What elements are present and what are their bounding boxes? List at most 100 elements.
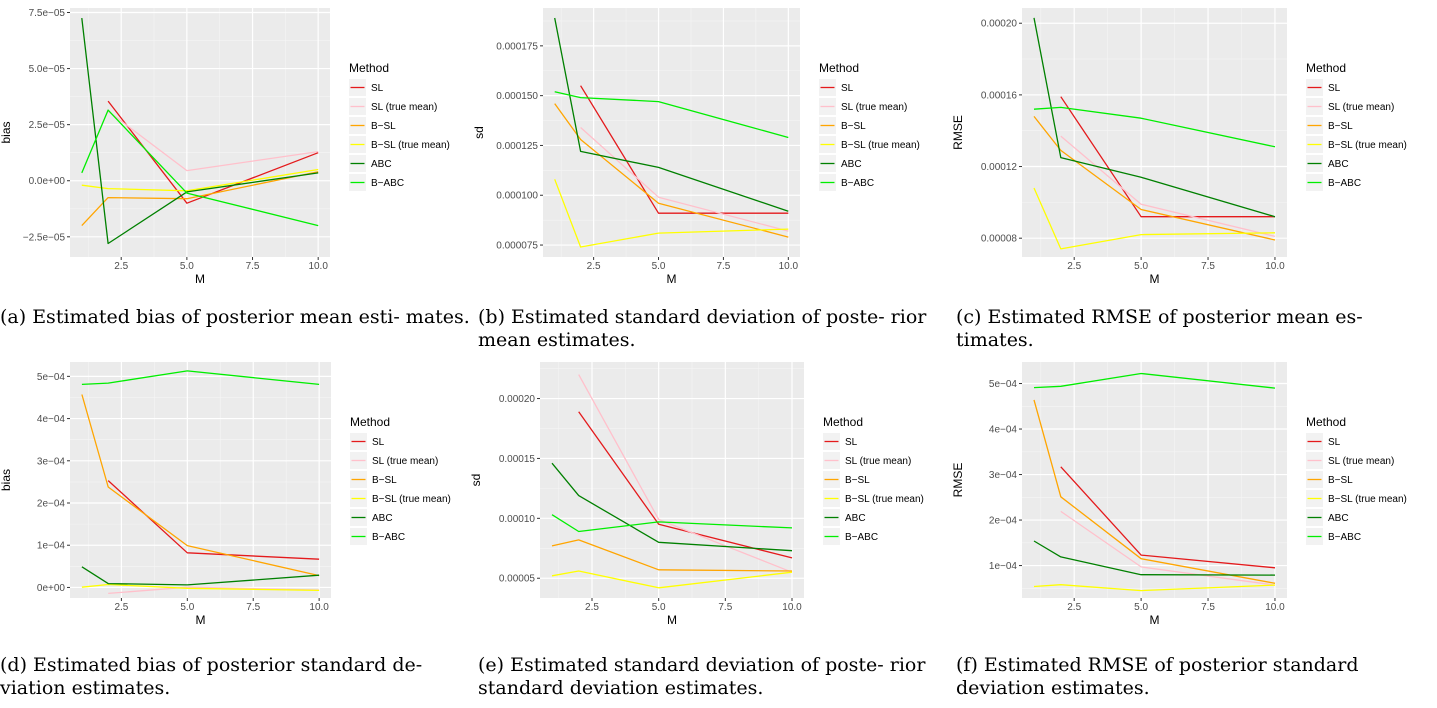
x-tick-label: 2.5 — [587, 261, 601, 272]
x-tick-label: 5.0 — [1134, 602, 1148, 613]
x-axis-title: M — [667, 613, 677, 627]
y-tick-label: 5e−04 — [37, 372, 66, 383]
series-line-4 — [1033, 584, 1276, 592]
series-line-3 — [1033, 399, 1276, 584]
y-axis-title: sd — [472, 126, 486, 139]
panel-e: 2.5 5.0 7.5 10.0 0.00005 0.00010 0.00015 0.0002… — [469, 354, 948, 708]
series-line-4 — [551, 570, 793, 589]
y-tick-label: 0.0e+00 — [29, 176, 66, 187]
series-line-3 — [551, 539, 793, 572]
x-axis-title: M — [1150, 613, 1160, 627]
legend-label: SL (true mean) — [1328, 102, 1394, 113]
legend-label: B−SL (true mean) — [1328, 494, 1407, 505]
y-tick-label: 0.000175 — [496, 41, 538, 52]
legend-label: SL (true mean) — [845, 456, 911, 467]
x-tick-label: 10.0 — [1265, 261, 1285, 272]
legend-label: B−SL (true mean) — [372, 494, 451, 505]
legend-label: B−SL — [371, 121, 396, 132]
legend-label: B−ABC — [845, 532, 878, 543]
y-tick-label: 0.00010 — [499, 514, 536, 525]
y-axis-title: bias — [0, 121, 13, 143]
legend-label: ABC — [372, 513, 393, 524]
x-axis-title: M — [1150, 272, 1160, 286]
y-tick-label: −2.5e−05 — [23, 232, 66, 243]
chart-e-svg: 2.5 5.0 7.5 10.0 0.00005 0.00010 0.00015 0.0002… — [469, 362, 924, 627]
y-tick-label: 0e+00 — [37, 583, 66, 594]
legend-label: SL — [372, 437, 385, 448]
y-tick-label: 0.000150 — [496, 91, 538, 102]
y-tick-label: 4e−04 — [37, 414, 66, 425]
y-tick-label: 0.00020 — [981, 19, 1018, 30]
legend-label: B−SL — [841, 121, 866, 132]
series-line-2 — [1060, 510, 1276, 586]
y-tick-label: 0.00016 — [981, 90, 1018, 101]
x-axis-title: M — [667, 272, 677, 286]
y-tick-label: 3e−04 — [989, 470, 1018, 481]
series-line-4 — [554, 179, 789, 248]
series-line-1 — [578, 411, 793, 559]
x-tick-label: 7.5 — [718, 602, 732, 613]
series-line-1 — [107, 100, 319, 204]
series-line-5 — [551, 462, 793, 552]
series-line-5 — [81, 18, 319, 245]
x-tick-label: 7.5 — [246, 602, 260, 613]
legend-label: B−ABC — [1328, 532, 1361, 543]
series-line-6 — [1033, 372, 1276, 389]
legend-label: SL — [371, 83, 384, 94]
legend-label: B−ABC — [372, 532, 405, 543]
series-line-1 — [1060, 96, 1275, 218]
y-tick-label: 4e−04 — [989, 425, 1018, 436]
y-tick-label: 2.5e−05 — [29, 120, 66, 131]
x-tick-label: 2.5 — [1067, 261, 1081, 272]
series-line-5 — [554, 17, 789, 212]
legend-label: SL — [845, 437, 858, 448]
series-line-4 — [1033, 187, 1276, 250]
legend-title: Method — [823, 415, 863, 429]
x-tick-label: 2.5 — [1067, 602, 1081, 613]
legend-label: B−SL (true mean) — [371, 140, 450, 151]
legend-label: ABC — [841, 159, 862, 170]
legend-label: B−ABC — [841, 178, 874, 189]
series-line-2 — [578, 374, 793, 573]
y-tick-label: 2e−04 — [989, 516, 1018, 527]
legend-label: ABC — [1328, 513, 1349, 524]
y-tick-label: 5e−04 — [989, 379, 1018, 390]
x-tick-label: 2.5 — [114, 261, 128, 272]
series-line-3 — [1033, 115, 1276, 241]
legend-title: Method — [1306, 61, 1346, 75]
legend-label: B−SL — [845, 475, 870, 486]
x-axis-title: M — [196, 613, 206, 627]
legend-label: B−ABC — [1328, 178, 1361, 189]
series-line-1 — [107, 480, 320, 560]
series-line-2 — [107, 110, 319, 172]
series-line-3 — [554, 103, 789, 238]
x-tick-label: 2.5 — [585, 602, 599, 613]
x-tick-label: 10.0 — [309, 602, 329, 613]
series-line-5 — [81, 566, 320, 586]
chart-a-svg: 2.5 5.0 7.5 10.0 −2.5e−05 0.0e+00 2.5e−05 5.0e−… — [0, 8, 450, 286]
x-tick-label: 5.0 — [652, 602, 666, 613]
y-tick-label: 0.00008 — [981, 234, 1018, 245]
series-line-5 — [1033, 540, 1276, 576]
x-tick-label: 7.5 — [1201, 602, 1215, 613]
y-tick-label: 0.00012 — [981, 162, 1018, 173]
y-axis-title: RMSE — [951, 115, 965, 150]
panel-a: 2.5 5.0 7.5 10.0 −2.5e−05 0.0e+00 2.5e−05 5.0e−… — [0, 0, 470, 354]
y-axis-title: sd — [469, 474, 483, 487]
legend-label: SL (true mean) — [1328, 456, 1394, 467]
legend-label: ABC — [371, 159, 392, 170]
y-tick-label: 1e−04 — [37, 541, 66, 552]
x-tick-label: 5.0 — [180, 261, 194, 272]
legend-label: SL (true mean) — [372, 456, 438, 467]
x-tick-label: 10.0 — [308, 261, 328, 272]
x-tick-label: 5.0 — [180, 602, 194, 613]
y-tick-label: 0.000075 — [496, 241, 538, 252]
y-tick-label: 0.00005 — [499, 574, 536, 585]
y-tick-label: 3e−04 — [37, 456, 66, 467]
x-tick-label: 10.0 — [779, 261, 799, 272]
series-line-6 — [81, 109, 319, 227]
caption-f: (f) Estimated RMSE of posterior standard… — [956, 654, 1359, 699]
legend-label: B−SL — [372, 475, 397, 486]
series-line-1 — [1060, 466, 1276, 569]
chart-d-svg: 2.5 5.0 7.5 10.0 0e+00 1e−04 2e−04 3e−04 4e−04 5e… — [0, 362, 451, 627]
